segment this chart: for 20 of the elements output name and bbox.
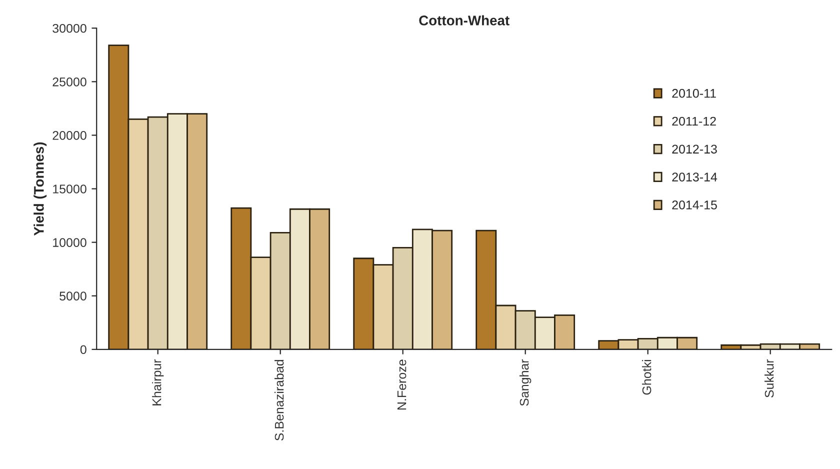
legend-label: 2012-13 — [672, 144, 717, 154]
legend-label: 2014-15 — [672, 200, 717, 210]
y-tick-label: 0 — [80, 345, 86, 354]
x-tick-label: S.Benazirabad — [274, 360, 284, 441]
chart-title: Cotton-Wheat — [419, 15, 510, 26]
y-tick-label: 15000 — [53, 184, 86, 194]
x-tick-label: Khairpur — [152, 359, 164, 406]
y-tick-label: 20000 — [52, 131, 86, 140]
y-tick-label: 5000 — [60, 292, 86, 301]
legend-label: 2011-12 — [672, 116, 716, 126]
y-axis-title: Yield (Tonnes) — [34, 142, 47, 236]
x-tick-label: N.Feroze — [397, 360, 406, 410]
legend-label: 2010-11 — [672, 88, 716, 98]
x-tick-label: Sukkur — [764, 359, 774, 398]
legend-label: 2013-14 — [672, 172, 718, 182]
y-tick-label: 30000 — [52, 24, 86, 33]
x-tick-label: Sanghar — [520, 359, 532, 406]
y-tick-label: 10000 — [53, 238, 86, 247]
x-tick-label: Ghotki — [642, 360, 652, 395]
y-tick-label: 25000 — [52, 77, 86, 86]
